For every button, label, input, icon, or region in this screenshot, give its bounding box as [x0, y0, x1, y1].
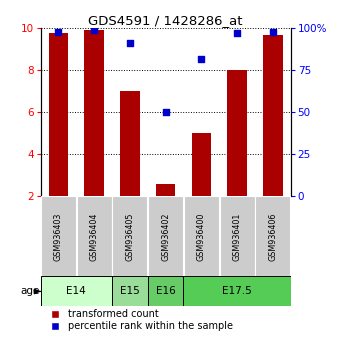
Text: GSM936403: GSM936403 [54, 212, 63, 261]
Bar [184, 196, 219, 276]
Text: E15: E15 [120, 286, 140, 296]
Text: GSM936406: GSM936406 [268, 212, 277, 261]
Text: GSM936404: GSM936404 [90, 212, 99, 261]
Title: GDS4591 / 1428286_at: GDS4591 / 1428286_at [88, 14, 243, 27]
Bar [120, 91, 140, 196]
Text: GSM936401: GSM936401 [233, 212, 242, 261]
Bar [184, 276, 291, 307]
Bar [148, 276, 184, 307]
Bar [41, 276, 112, 307]
Bar [192, 133, 211, 196]
Bar [156, 184, 175, 196]
Point [234, 30, 240, 36]
Bar [263, 35, 283, 196]
Bar [77, 196, 112, 276]
Text: E16: E16 [156, 286, 175, 296]
Bar [220, 196, 255, 276]
Bar [112, 196, 147, 276]
Bar [227, 70, 247, 196]
Point [163, 109, 168, 115]
Bar [148, 196, 183, 276]
Bar [255, 196, 290, 276]
Bar [112, 276, 148, 307]
Text: E17.5: E17.5 [222, 286, 252, 296]
Text: GSM936402: GSM936402 [161, 212, 170, 261]
Text: GSM936405: GSM936405 [125, 212, 135, 261]
Point [56, 29, 61, 34]
Text: age: age [21, 286, 40, 296]
Legend: transformed count, percentile rank within the sample: transformed count, percentile rank withi… [45, 309, 233, 331]
Bar [49, 33, 68, 196]
Point [92, 27, 97, 33]
Text: E14: E14 [66, 286, 86, 296]
Point [127, 41, 132, 46]
Point [199, 56, 204, 61]
Text: GSM936400: GSM936400 [197, 212, 206, 261]
Point [270, 29, 275, 34]
Bar [41, 196, 76, 276]
Bar [84, 30, 104, 196]
